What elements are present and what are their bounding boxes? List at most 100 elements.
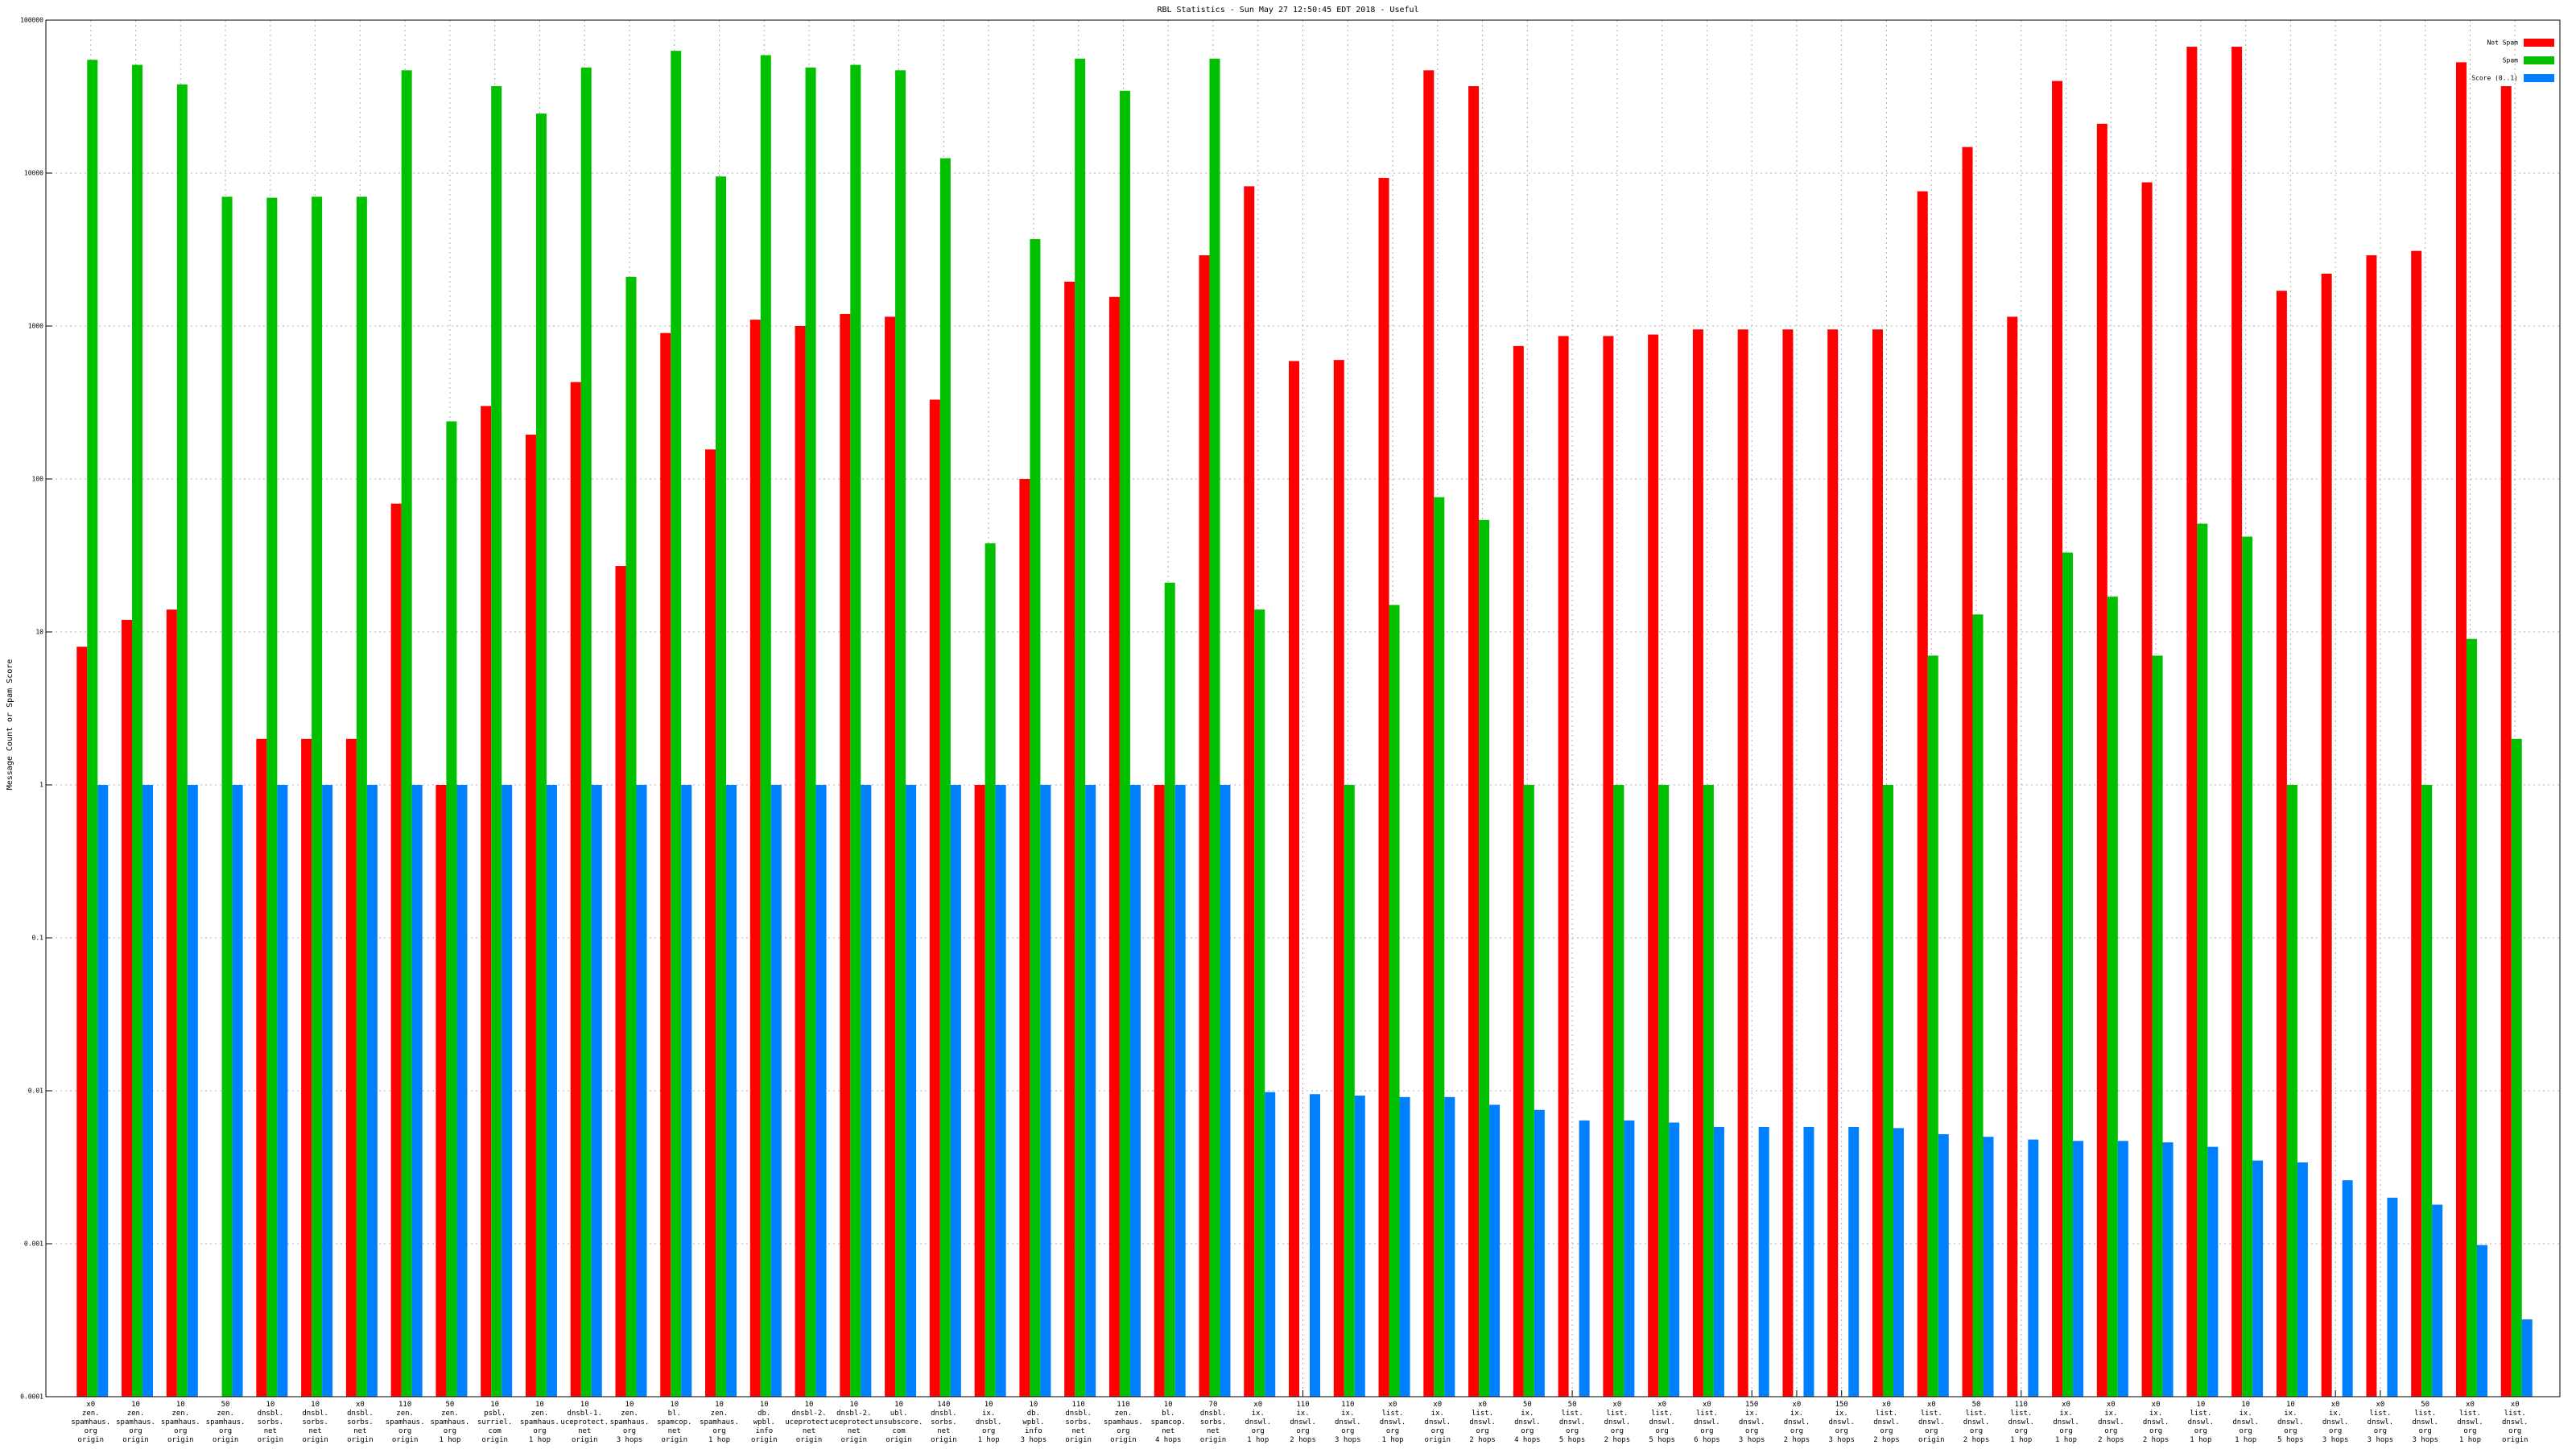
x-tick-label: 10 dnsbl-2. uceprotect. net origin: [785, 1401, 833, 1444]
bar: [345, 738, 357, 1397]
bar: [142, 785, 154, 1397]
bar: [2500, 86, 2512, 1397]
bar: [1962, 147, 1973, 1397]
bar: [535, 114, 547, 1397]
bar: [1872, 329, 1883, 1397]
bar: [1333, 360, 1344, 1397]
bar: [1399, 1096, 1410, 1397]
bar: [166, 609, 177, 1397]
x-tick-label: x0 ix. dnswl. org 2 hops: [1784, 1401, 1810, 1444]
bar: [2197, 523, 2208, 1397]
x-tick-label: x0 ix. dnswl. org 2 hops: [2143, 1401, 2169, 1444]
bar: [939, 158, 951, 1397]
bar: [1040, 785, 1051, 1397]
bar: [716, 176, 727, 1397]
bar: [1827, 329, 1839, 1397]
x-tick-label: 10 ubl. unsubscore. com origin: [875, 1401, 923, 1444]
bar: [1310, 1094, 1320, 1397]
x-tick-label: x0 list. dnswl. org 1 hop: [2457, 1401, 2483, 1444]
bar: [705, 449, 716, 1397]
bar: [591, 785, 602, 1397]
x-tick-label: x0 list. dnswl. org 1 hop: [1380, 1401, 1406, 1444]
bar: [995, 785, 1006, 1397]
x-tick-label: 150 ix. dnswl. org 3 hops: [1828, 1401, 1855, 1444]
bar: [97, 785, 109, 1397]
bar: [1085, 785, 1096, 1397]
bar: [2297, 1162, 2308, 1397]
bar: [1030, 239, 1041, 1397]
x-tick-label: 10 dnsbl. sorbs. net origin: [258, 1401, 284, 1444]
bar: [2342, 1180, 2353, 1397]
x-tick-label: x0 list. dnswl. org 2 hops: [1604, 1401, 1631, 1444]
legend-swatch: [2524, 39, 2554, 47]
bar: [1782, 329, 1794, 1397]
bar: [1882, 785, 1893, 1397]
bar: [1558, 336, 1569, 1397]
bar: [1848, 1126, 1860, 1397]
bar: [1244, 186, 1255, 1397]
bar: [950, 785, 961, 1397]
y-tick-label: 10: [35, 629, 43, 636]
bar: [2252, 1160, 2264, 1397]
bar: [2186, 47, 2198, 1397]
bar: [2276, 291, 2287, 1397]
bar: [1669, 1122, 1680, 1397]
bar: [1265, 1092, 1276, 1397]
x-tick-label: 10 psbl. surriel. com origin: [477, 1401, 512, 1444]
x-tick-label: 110 ix. dnswl. org 2 hops: [1290, 1401, 1316, 1444]
bar: [1579, 1120, 1590, 1397]
y-tick-label: 0.1: [32, 935, 44, 942]
bar: [1129, 785, 1141, 1397]
bar: [2052, 80, 2063, 1397]
bar: [1468, 86, 1480, 1397]
bar: [1199, 255, 1210, 1397]
x-tick-label: 10 db. wpbl. info 3 hops: [1021, 1401, 1047, 1444]
x-tick-label: 10 dnsbl. sorbs. net origin: [302, 1401, 328, 1444]
bar: [2321, 273, 2332, 1397]
bar: [446, 421, 457, 1397]
bar: [2521, 1319, 2533, 1397]
x-tick-label: 10 bl. spamcop. net 4 hops: [1151, 1401, 1186, 1444]
bar: [636, 785, 647, 1397]
y-tick-label: 1: [39, 782, 43, 789]
bar: [2466, 638, 2477, 1397]
bar: [456, 785, 468, 1397]
y-tick-label: 1000: [28, 323, 43, 330]
bar: [2141, 182, 2153, 1397]
bar: [726, 785, 737, 1397]
bar: [436, 785, 447, 1397]
x-tick-label: 110 dnsbl. sorbs. net origin: [1065, 1401, 1092, 1444]
bar: [1378, 177, 1389, 1397]
x-tick-label: 10 dnsbl-2. uceprotect. net origin: [830, 1401, 878, 1444]
plot-frame: [45, 19, 2561, 1397]
bar: [366, 785, 378, 1397]
bar: [1713, 1126, 1724, 1397]
x-tick-label: x0 list. dnswl. org 3 hops: [2368, 1401, 2394, 1444]
bar: [805, 67, 816, 1397]
bar: [1938, 1133, 1949, 1397]
bar: [2096, 123, 2107, 1397]
bar: [132, 64, 143, 1397]
bar: [840, 313, 851, 1397]
bar: [1893, 1128, 1904, 1397]
bar: [1658, 785, 1670, 1397]
bar: [929, 399, 940, 1397]
bar: [221, 196, 233, 1397]
bar: [2421, 785, 2433, 1397]
bar: [795, 326, 806, 1397]
bar: [2476, 1245, 2487, 1397]
bar: [660, 332, 671, 1397]
legend-label: Not Spam: [2487, 39, 2518, 47]
bar: [1423, 70, 1435, 1397]
bar: [1489, 1104, 1501, 1397]
bar: [2117, 1141, 2128, 1397]
bar: [546, 785, 557, 1397]
bar: [1344, 785, 1355, 1397]
bar: [2286, 785, 2297, 1397]
bar: [895, 70, 906, 1397]
legend-label: Score (0..1): [2471, 75, 2518, 82]
bar: [1972, 614, 1984, 1397]
bar: [570, 382, 581, 1397]
bar: [2152, 655, 2163, 1397]
bar: [1479, 519, 1490, 1397]
